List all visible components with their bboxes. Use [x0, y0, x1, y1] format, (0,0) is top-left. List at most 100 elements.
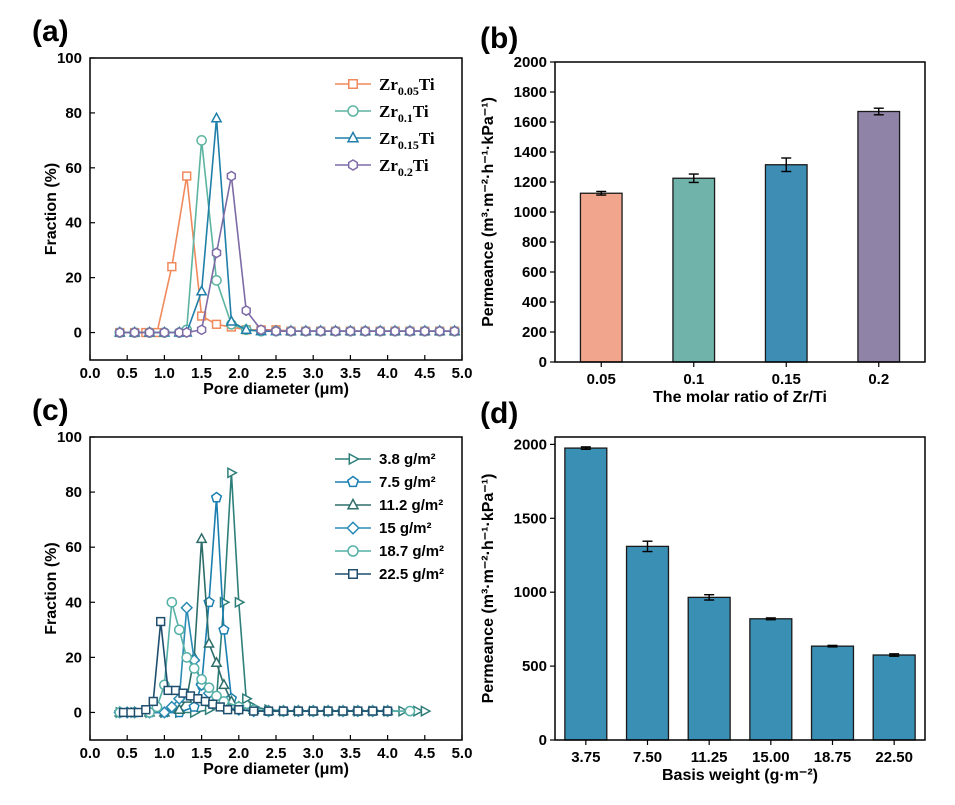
panel-label: (a): [32, 15, 69, 48]
legend-label-sub: 0.05: [398, 84, 419, 98]
data-point: [133, 707, 144, 718]
bar: [672, 177, 716, 363]
panel-3: (d) 3.75 7.50 11.25 15.00 18.75 22.50 0 500 1000 1…: [480, 397, 926, 784]
panel-1: (b) 0.05 0.1 0.15 0.2 0 200 400 600 800 1000 1200 14…: [480, 22, 926, 406]
data-point: [375, 325, 385, 337]
legend-label-tail: Ti: [419, 129, 435, 148]
x-tick-label: 2.0: [228, 365, 249, 382]
data-point: [195, 532, 208, 544]
legend-marker: [348, 79, 358, 89]
x-tick-label: 2.0: [228, 745, 249, 762]
data-point: [195, 284, 208, 296]
y-tick-label: 1800: [514, 84, 547, 101]
y-tick-label: 60: [65, 539, 82, 556]
data-point: [173, 703, 186, 714]
legend-label-base: Zr: [379, 129, 398, 148]
y-tick-label: 600: [522, 264, 547, 281]
x-tick-label: 15.00: [752, 749, 790, 766]
x-tick-label: 18.75: [814, 749, 852, 766]
legend-marker: [348, 452, 361, 466]
data-point: [420, 705, 432, 717]
x-tick-label: 0.05: [587, 371, 616, 388]
y-tick-label: 1600: [514, 114, 547, 131]
data-point: [218, 678, 230, 690]
data-point: [242, 692, 253, 705]
panel-label: (d): [480, 397, 518, 430]
x-tick-label: 5.0: [452, 745, 473, 762]
data-point: [434, 325, 445, 337]
data-point: [323, 706, 333, 716]
y-axis-title: Permeance (m³·m⁻²·h⁻¹·kPa⁻¹): [480, 97, 497, 327]
y-tick-label: 400: [522, 294, 547, 311]
data-point: [181, 327, 192, 338]
bar: [579, 192, 623, 363]
data-point: [173, 624, 185, 636]
data-point: [308, 706, 318, 716]
y-tick-label: 1200: [514, 174, 547, 191]
data-point: [167, 261, 177, 272]
x-tick-label: 7.50: [633, 749, 662, 766]
data-point: [404, 705, 416, 717]
data-point: [159, 327, 170, 338]
x-axis-title: The molar ratio of Zr/Ti: [653, 389, 827, 406]
x-tick-label: 11.25: [691, 749, 728, 766]
x-tick-label: 4.5: [414, 745, 435, 762]
x-tick-label: 0.0: [80, 365, 101, 382]
bar: [687, 596, 731, 741]
data-point: [203, 682, 215, 694]
data-point: [182, 171, 192, 181]
legend-label: 11.2 g/m²: [379, 497, 443, 514]
data-point: [141, 705, 151, 715]
data-point: [126, 707, 136, 718]
y-tick-label: 20: [65, 270, 82, 287]
data-point: [240, 323, 253, 335]
x-tick-label: 2.5: [266, 365, 287, 382]
bar: [749, 618, 793, 741]
data-point: [360, 325, 371, 337]
y-tick-label: 1400: [514, 144, 547, 161]
y-tick-label: 0: [539, 732, 547, 749]
data-point: [368, 706, 378, 716]
x-tick-label: 3.0: [303, 745, 324, 762]
bar: [810, 645, 855, 741]
bar: [872, 654, 916, 741]
data-point: [256, 324, 266, 336]
legend-label: Zr0.05Ti: [379, 75, 435, 98]
data-point: [234, 705, 244, 715]
series-line: [119, 175, 455, 334]
plot-frame: [554, 436, 926, 741]
y-tick-label: 80: [65, 484, 82, 501]
x-tick-label: 3.5: [340, 745, 361, 762]
x-tick-label: 0.0: [80, 745, 101, 762]
data-point: [200, 696, 210, 707]
x-tick-label: 0.5: [117, 745, 138, 762]
legend-label-tail: Ti: [419, 75, 435, 94]
data-point: [166, 596, 178, 608]
x-tick-label: 4.5: [414, 365, 435, 382]
data-point: [210, 656, 223, 668]
y-tick-label: 40: [65, 594, 82, 611]
series-line: [119, 497, 388, 714]
y-axis-title: Permeance (m³·m⁻²·h⁻¹·kPa⁻¹): [480, 474, 497, 704]
data-point: [181, 652, 193, 663]
y-tick-label: 80: [65, 105, 82, 122]
data-point: [211, 247, 222, 259]
y-tick-label: 100: [57, 50, 82, 67]
series-Zr0.05Ti: [115, 171, 460, 338]
legend-marker: [347, 159, 359, 171]
x-tick-label: 4.0: [377, 365, 398, 382]
legend-label-base: Zr: [379, 75, 398, 94]
legend-label: Zr0.15Ti: [379, 129, 435, 152]
data-point: [382, 706, 393, 716]
panel-2: (c) 0.0 0.5 1.0 1.5 2.0 2.5 3.0 3.5 4.0 4.5 5.0 0 20 4…: [32, 394, 472, 778]
y-tick-label: 2000: [514, 54, 547, 71]
data-point: [345, 325, 356, 337]
data-point: [293, 706, 303, 716]
y-tick-label: 1500: [514, 510, 547, 527]
legend-label-tail: Ti: [413, 156, 429, 175]
panel-label: (c): [32, 394, 69, 427]
y-tick-label: 100: [57, 429, 82, 446]
data-point: [211, 275, 222, 286]
series-22.5-g-m-: [118, 616, 393, 718]
